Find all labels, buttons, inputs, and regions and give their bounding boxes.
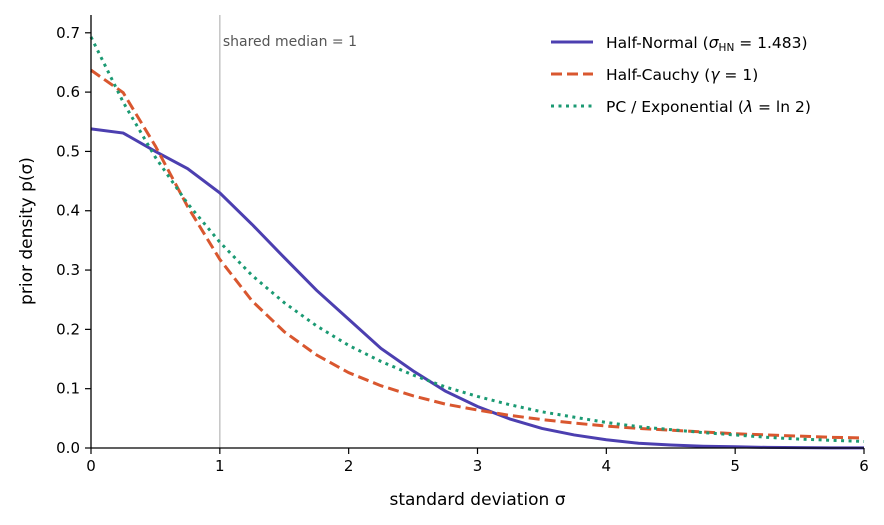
y-tick-label: 0.7 xyxy=(56,24,80,42)
series-line-0 xyxy=(90,127,865,450)
annotation-layer: shared median = 1 xyxy=(219,15,357,448)
x-tick-label: 0 xyxy=(86,457,96,475)
y-tick-label: 0.4 xyxy=(56,202,80,220)
y-tick-label: 0.6 xyxy=(56,83,80,101)
series-line-2 xyxy=(89,36,865,443)
y-axis-label: prior density p(σ) xyxy=(17,157,37,305)
legend-label-2: PC / Exponential (λ = ln 2) xyxy=(606,98,811,116)
y-tick-label: 0.2 xyxy=(56,320,80,338)
series-line-1 xyxy=(90,68,865,440)
median-annotation: shared median = 1 xyxy=(223,34,357,50)
legend-label-0: Half-Normal (σHN = 1.483) xyxy=(606,34,808,54)
series-layer xyxy=(89,36,865,450)
y-tick-label: 0.1 xyxy=(56,380,80,398)
legend-label-1: Half-Cauchy (γ = 1) xyxy=(606,66,758,84)
x-tick-label: 4 xyxy=(602,457,612,475)
x-tick-label: 6 xyxy=(859,457,869,475)
x-axis-label: standard deviation σ xyxy=(389,490,565,510)
y-tick-label: 0.3 xyxy=(56,261,80,279)
legend: Half-Normal (σHN = 1.483) Half-Cauchy (γ … xyxy=(551,34,811,116)
y-tick-label: 0.5 xyxy=(56,142,80,160)
ticks-layer: 0 1 2 3 4 5 6 0.0 0.1 0.2 0.3 0.4 0.5 0.6 0.7 xyxy=(56,24,869,475)
x-tick-label: 2 xyxy=(344,457,354,475)
x-tick-label: 3 xyxy=(473,457,483,475)
x-tick-label: 1 xyxy=(215,457,225,475)
x-tick-label: 5 xyxy=(730,457,740,475)
y-tick-label: 0.0 xyxy=(56,439,80,457)
